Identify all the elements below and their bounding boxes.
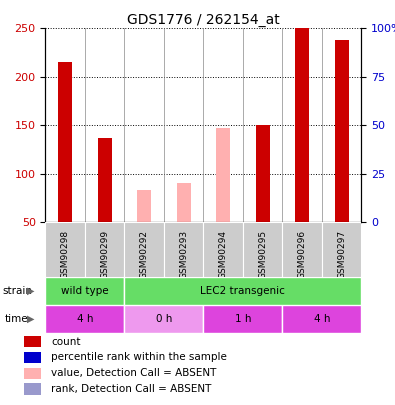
Bar — [322, 222, 361, 277]
Bar — [24, 336, 41, 347]
Bar — [177, 183, 191, 222]
Bar — [282, 305, 361, 333]
Text: GSM90299: GSM90299 — [100, 230, 109, 279]
Text: 1 h: 1 h — [235, 314, 251, 324]
Bar — [124, 277, 361, 305]
Text: GSM90294: GSM90294 — [219, 230, 228, 279]
Bar — [85, 222, 124, 277]
Text: GSM90296: GSM90296 — [298, 230, 307, 279]
Text: GSM90292: GSM90292 — [140, 230, 149, 279]
Bar — [45, 305, 124, 333]
Bar — [335, 40, 349, 222]
Bar — [58, 62, 72, 222]
Bar — [282, 222, 322, 277]
Text: ▶: ▶ — [27, 314, 34, 324]
Bar — [45, 277, 124, 305]
Bar — [24, 352, 41, 363]
Bar — [216, 128, 230, 222]
Text: GSM90293: GSM90293 — [179, 230, 188, 279]
Text: 4 h: 4 h — [77, 314, 93, 324]
Text: wild type: wild type — [61, 286, 109, 296]
Text: GSM90295: GSM90295 — [258, 230, 267, 279]
Text: percentile rank within the sample: percentile rank within the sample — [51, 352, 227, 362]
Bar — [98, 138, 112, 222]
Bar — [124, 222, 164, 277]
Text: GSM90298: GSM90298 — [61, 230, 70, 279]
Bar — [137, 190, 151, 222]
Text: strain: strain — [2, 286, 32, 296]
Text: GSM90297: GSM90297 — [337, 230, 346, 279]
Text: ▶: ▶ — [27, 286, 34, 296]
Title: GDS1776 / 262154_at: GDS1776 / 262154_at — [127, 13, 280, 27]
Bar — [243, 222, 282, 277]
Bar — [45, 222, 85, 277]
Text: 4 h: 4 h — [314, 314, 330, 324]
Text: time: time — [5, 314, 29, 324]
Bar — [24, 367, 41, 379]
Bar — [203, 222, 243, 277]
Bar — [24, 384, 41, 395]
Bar — [164, 222, 203, 277]
Text: 0 h: 0 h — [156, 314, 172, 324]
Text: value, Detection Call = ABSENT: value, Detection Call = ABSENT — [51, 368, 217, 378]
Text: rank, Detection Call = ABSENT: rank, Detection Call = ABSENT — [51, 384, 212, 394]
Text: count: count — [51, 337, 81, 347]
Bar — [295, 28, 309, 222]
Bar — [124, 305, 203, 333]
Text: LEC2 transgenic: LEC2 transgenic — [201, 286, 285, 296]
Bar — [203, 305, 282, 333]
Bar — [256, 125, 269, 222]
